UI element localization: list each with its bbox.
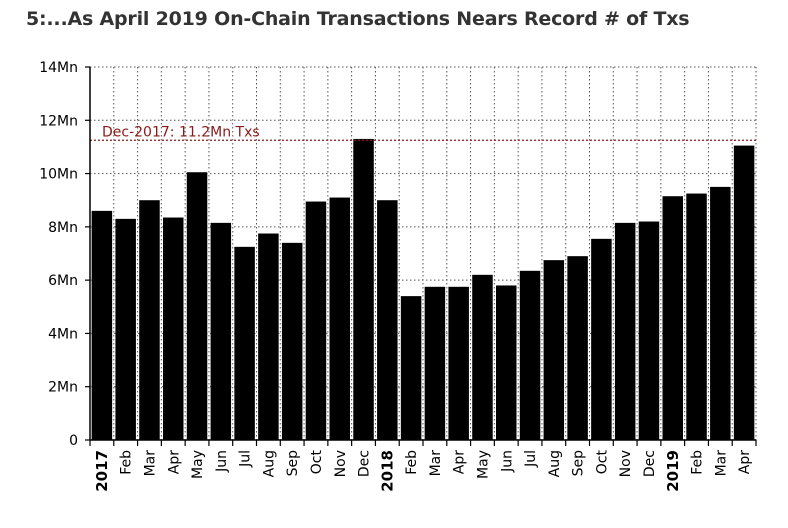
x-tick-label: Mar — [713, 450, 729, 477]
x-tick-label: Jul — [238, 450, 254, 468]
bar — [519, 270, 541, 440]
y-tick-label: 10Mn — [39, 167, 78, 183]
bar — [424, 286, 446, 440]
x-tick-label: Jun — [214, 450, 230, 473]
bar — [210, 222, 232, 440]
x-tick-label: Aug — [261, 450, 277, 477]
bar — [448, 286, 469, 440]
bar — [686, 193, 707, 440]
x-tick-label: Sep — [571, 450, 587, 477]
bar — [281, 242, 303, 440]
x-tick-label: Nov — [618, 450, 634, 477]
y-tick-label: 6Mn — [48, 273, 78, 289]
bar — [638, 221, 660, 440]
bars — [91, 138, 755, 440]
bar — [305, 201, 327, 440]
x-tick-label: Sep — [285, 450, 301, 477]
bar — [377, 200, 398, 440]
y-tick-label: 0 — [69, 433, 78, 449]
y-tick-label: 4Mn — [48, 326, 78, 342]
x-tick-label: Apr — [452, 450, 468, 474]
x-axis-tick-labels: 2017 Feb Mar Apr May Jun Jul Aug Sep Oct Nov Dec 201… — [93, 450, 753, 492]
grid-lines — [90, 66, 757, 440]
x-tick-label: Mar — [142, 450, 158, 477]
bar — [400, 296, 422, 440]
x-tick-label: 2018 — [378, 450, 396, 492]
x-tick-label: Jul — [523, 450, 539, 468]
bar — [567, 256, 588, 440]
x-tick-label: May — [190, 450, 206, 479]
bar — [710, 186, 731, 440]
y-tick-label: 12Mn — [39, 113, 78, 129]
bar — [186, 172, 208, 440]
bar — [115, 218, 136, 440]
bar — [591, 238, 612, 440]
x-tick-label: Dec — [357, 450, 373, 477]
y-tick-label: 2Mn — [48, 380, 78, 396]
x-tick-label: Feb — [690, 450, 706, 475]
y-tick-label: 8Mn — [48, 220, 78, 236]
bar — [91, 210, 113, 440]
bar — [614, 222, 636, 440]
bar — [258, 233, 279, 440]
x-tick-label: Apr — [737, 450, 753, 474]
bar — [139, 200, 160, 440]
axes — [85, 66, 757, 446]
x-tick-label: May — [475, 450, 491, 479]
bar — [472, 274, 493, 440]
x-tick-label: 2019 — [664, 450, 682, 492]
x-tick-label: Apr — [166, 450, 182, 474]
bar — [733, 145, 755, 440]
bar — [353, 138, 374, 440]
x-tick-label: Aug — [547, 450, 563, 477]
bar — [163, 217, 184, 440]
x-tick-label: 2017 — [93, 450, 111, 492]
bar — [543, 260, 565, 440]
x-tick-label: Oct — [309, 450, 325, 475]
x-tick-label: Dec — [642, 450, 658, 477]
x-tick-label: Feb — [404, 450, 420, 475]
bar — [496, 285, 517, 440]
x-tick-label: Jun — [499, 450, 515, 473]
x-tick-label: Oct — [594, 450, 610, 475]
x-tick-label: Feb — [119, 450, 135, 475]
y-axis-tick-labels: 0 2Mn 4Mn 6Mn 8Mn 10Mn 12Mn 14Mn — [39, 60, 78, 449]
reference-line: Dec-2017: 11.2Mn Txs — [90, 124, 756, 141]
x-tick-label: Nov — [333, 450, 349, 477]
bar — [662, 196, 683, 440]
reference-line-label: Dec-2017: 11.2Mn Txs — [102, 124, 260, 140]
bar — [234, 246, 255, 440]
chart-title: 5:...As April 2019 On-Chain Transactions… — [26, 8, 690, 30]
bar — [329, 197, 350, 440]
y-tick-label: 14Mn — [39, 60, 78, 76]
x-tick-label: Mar — [428, 450, 444, 477]
